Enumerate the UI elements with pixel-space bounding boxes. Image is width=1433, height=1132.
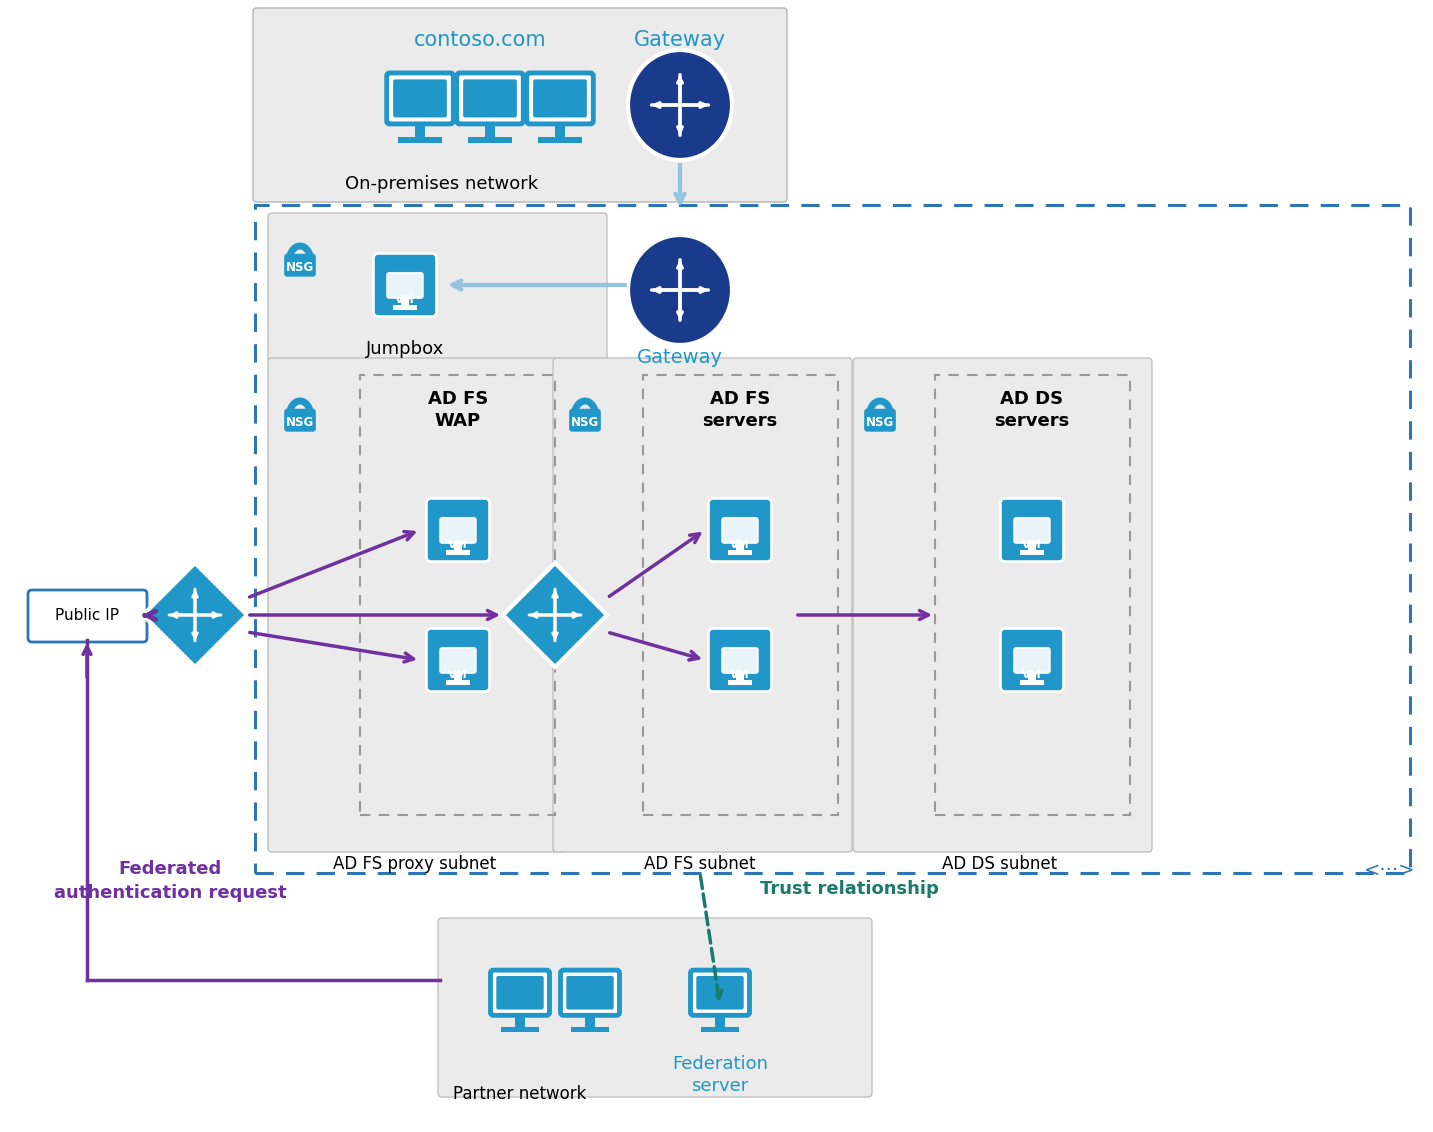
Bar — [484, 123, 496, 138]
FancyBboxPatch shape — [553, 358, 853, 852]
Bar — [401, 298, 410, 306]
Bar — [570, 1027, 609, 1032]
FancyBboxPatch shape — [457, 72, 523, 123]
Bar — [446, 680, 470, 685]
Text: NSG: NSG — [285, 417, 314, 429]
Text: VM: VM — [1022, 670, 1042, 680]
Text: AD DS subnet: AD DS subnet — [943, 855, 1058, 873]
Bar — [1027, 672, 1036, 680]
Bar — [255, 205, 1410, 873]
Bar — [360, 375, 555, 815]
FancyBboxPatch shape — [722, 648, 758, 672]
Bar — [454, 542, 463, 550]
Text: AD FS
servers: AD FS servers — [702, 391, 778, 430]
FancyBboxPatch shape — [254, 8, 787, 201]
Text: Jumpbox: Jumpbox — [365, 340, 444, 358]
FancyBboxPatch shape — [440, 648, 476, 672]
Text: VM: VM — [449, 540, 467, 550]
Text: Public IP: Public IP — [54, 609, 119, 624]
Ellipse shape — [628, 50, 732, 160]
Text: VM: VM — [449, 670, 467, 680]
FancyBboxPatch shape — [569, 409, 600, 431]
Bar — [1027, 542, 1036, 550]
Ellipse shape — [628, 235, 732, 345]
Text: On-premises network: On-premises network — [345, 175, 539, 192]
Text: Gateway: Gateway — [633, 31, 727, 50]
FancyBboxPatch shape — [284, 409, 315, 431]
FancyBboxPatch shape — [1015, 518, 1050, 543]
Bar — [715, 1014, 725, 1028]
Bar — [585, 1014, 595, 1028]
FancyBboxPatch shape — [1000, 498, 1063, 561]
FancyBboxPatch shape — [566, 976, 613, 1010]
Bar — [735, 542, 744, 550]
Text: Gateway: Gateway — [638, 348, 724, 367]
Bar — [500, 1027, 539, 1032]
Text: VM: VM — [1022, 540, 1042, 550]
FancyBboxPatch shape — [560, 970, 619, 1015]
FancyBboxPatch shape — [696, 976, 744, 1010]
Text: <···>: <···> — [1364, 860, 1416, 880]
Bar — [393, 306, 417, 310]
Bar — [555, 123, 566, 138]
Text: VM: VM — [731, 540, 749, 550]
FancyBboxPatch shape — [427, 628, 490, 692]
Bar — [414, 123, 426, 138]
FancyBboxPatch shape — [438, 918, 873, 1097]
Bar — [1019, 680, 1045, 685]
Bar — [516, 1014, 524, 1028]
Text: NSG: NSG — [570, 417, 599, 429]
FancyBboxPatch shape — [853, 358, 1152, 852]
FancyBboxPatch shape — [708, 628, 771, 692]
Bar — [446, 550, 470, 555]
FancyBboxPatch shape — [440, 518, 476, 543]
FancyBboxPatch shape — [1015, 648, 1050, 672]
Bar — [454, 672, 463, 680]
FancyBboxPatch shape — [708, 498, 771, 561]
FancyBboxPatch shape — [691, 970, 749, 1015]
Text: Federation
server: Federation server — [672, 1055, 768, 1095]
FancyBboxPatch shape — [284, 254, 315, 276]
FancyBboxPatch shape — [427, 498, 490, 561]
FancyBboxPatch shape — [393, 79, 447, 118]
Text: NSG: NSG — [285, 261, 314, 274]
Bar — [1019, 550, 1045, 555]
FancyBboxPatch shape — [864, 409, 896, 431]
Text: Federated
authentication request: Federated authentication request — [53, 860, 287, 901]
FancyBboxPatch shape — [463, 79, 517, 118]
FancyBboxPatch shape — [387, 72, 453, 123]
Text: AD FS
WAP: AD FS WAP — [428, 391, 489, 430]
FancyBboxPatch shape — [490, 970, 549, 1015]
Text: NSG: NSG — [866, 417, 894, 429]
Text: contoso.com: contoso.com — [414, 31, 546, 50]
Bar — [398, 137, 441, 144]
FancyBboxPatch shape — [374, 254, 437, 317]
Text: VM: VM — [731, 670, 749, 680]
Bar — [728, 680, 752, 685]
Polygon shape — [503, 563, 608, 667]
FancyBboxPatch shape — [268, 213, 608, 362]
Bar — [701, 1027, 739, 1032]
Bar — [469, 137, 512, 144]
Text: Trust relationship: Trust relationship — [759, 880, 939, 898]
Text: VM: VM — [396, 295, 414, 306]
FancyBboxPatch shape — [29, 590, 148, 642]
Text: Partner network: Partner network — [453, 1084, 586, 1103]
FancyBboxPatch shape — [387, 273, 423, 298]
Text: AD FS proxy subnet: AD FS proxy subnet — [334, 855, 497, 873]
Text: AD FS subnet: AD FS subnet — [645, 855, 755, 873]
FancyBboxPatch shape — [496, 976, 543, 1010]
FancyBboxPatch shape — [527, 72, 593, 123]
FancyBboxPatch shape — [722, 518, 758, 543]
FancyBboxPatch shape — [1000, 628, 1063, 692]
Text: AD DS
servers: AD DS servers — [995, 391, 1069, 430]
Bar — [735, 672, 744, 680]
Bar — [643, 375, 838, 815]
FancyBboxPatch shape — [268, 358, 567, 852]
FancyBboxPatch shape — [533, 79, 588, 118]
Polygon shape — [143, 563, 246, 667]
Bar — [539, 137, 582, 144]
Bar — [934, 375, 1131, 815]
Bar — [728, 550, 752, 555]
